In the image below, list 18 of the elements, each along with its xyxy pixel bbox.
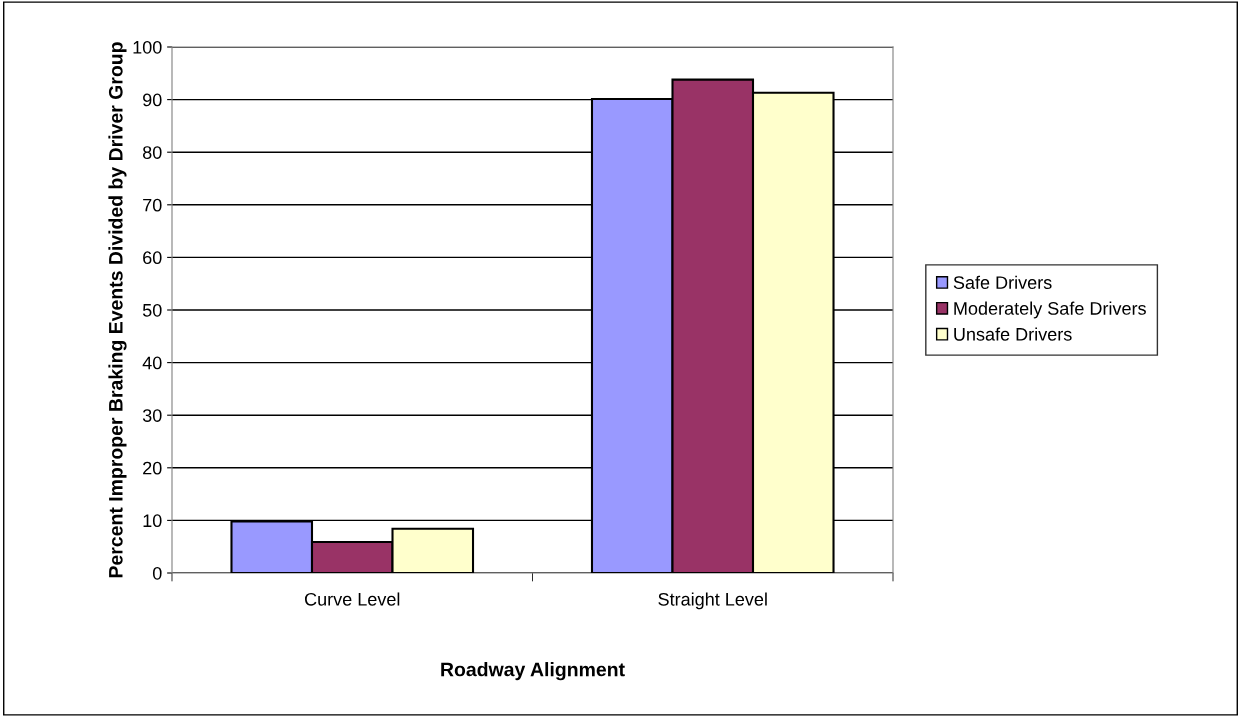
y-tick-label: 50: [142, 303, 162, 317]
y-tick-label: 0: [152, 566, 162, 580]
y-tick-label: 90: [143, 93, 162, 107]
y-tick-label: 10: [143, 514, 162, 528]
y-tick-label: 70: [143, 198, 162, 212]
y-tick-label: 20: [143, 461, 162, 475]
x-tick-label: Straight Level: [658, 592, 767, 610]
y-tick-label: 100: [133, 40, 162, 54]
legend-label: Unsafe Drivers: [954, 327, 1072, 341]
y-tick-label: 80: [142, 146, 162, 159]
x-tick-label: Curve Level: [305, 592, 400, 606]
legend-label: Safe Drivers: [953, 275, 1052, 289]
y-axis-title: Percent Improper Braking Events Divided by Driver Group: [108, 42, 127, 578]
legend-label: Moderately Safe Drivers: [954, 301, 1146, 319]
y-tick-label: 40: [142, 356, 162, 370]
y-tick-label: 30: [142, 409, 162, 422]
y-tick-label: 60: [143, 251, 162, 265]
x-axis-title: Roadway Alignment: [441, 662, 625, 681]
